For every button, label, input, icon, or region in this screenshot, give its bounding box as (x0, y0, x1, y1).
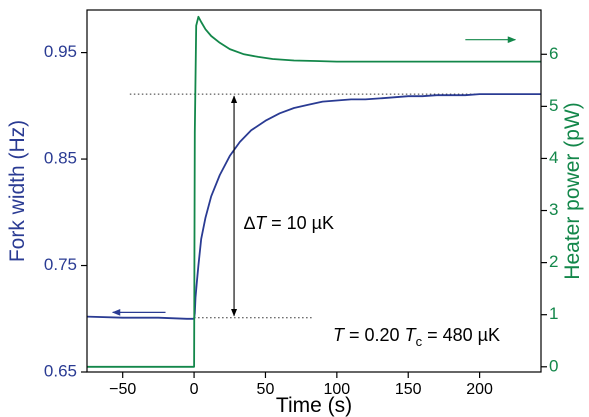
delta-variable: T (255, 213, 268, 233)
plot-frame (86, 9, 542, 373)
fork-width-line (86, 93, 541, 320)
y-right-tick-label: 3 (549, 200, 558, 219)
cond-middle: = 0.20 (344, 325, 405, 345)
y-right-tick-label: 6 (549, 44, 558, 63)
x-tick-label: 150 (395, 381, 422, 398)
delta-symbol: ∆ (244, 213, 255, 233)
delta-value: = 10 µK (266, 213, 334, 233)
cond-critical-var: T (405, 325, 418, 345)
heater-power-line (87, 15, 541, 368)
y-right-tick-label: 5 (549, 96, 558, 115)
cond-variable: T (333, 325, 346, 345)
x-tick-label: 100 (323, 381, 350, 398)
x-axis-title: Time (s) (276, 394, 352, 417)
x-tick-label: −50 (109, 381, 136, 398)
y-axis-left-title: Fork width (Hz) (6, 120, 29, 262)
ticks: −50 0 50 100 150 200 0.65 0.75 0.85 0.95 0 1 2 3 4 5 6 (44, 42, 559, 398)
y-left-tick-label: 0.75 (44, 255, 77, 274)
y-axis-right-title: Heater power (pW) (561, 102, 584, 279)
y-right-tick-label: 2 (549, 252, 558, 271)
series-layer (86, 15, 541, 368)
y-left-tick-label: 0.85 (44, 149, 77, 168)
cond-value: = 480 µK (422, 325, 500, 345)
y-right-tick-label: 4 (549, 148, 558, 167)
y-left-tick-label: 0.95 (44, 42, 77, 61)
arrows (111, 36, 517, 317)
x-tick-label: 200 (466, 381, 493, 398)
x-tick-label: 0 (190, 381, 199, 398)
y-left-tick-label: 0.65 (44, 361, 77, 380)
y-right-tick-label: 1 (549, 304, 558, 323)
reference-lines (129, 93, 541, 319)
y-right-tick-label: 0 (549, 356, 558, 375)
condition-annotation: T = 0.20 Tc = 480 µK (333, 325, 500, 349)
x-tick-label: 50 (257, 381, 275, 398)
delta-annotation: ∆T = 10 µK (244, 213, 334, 233)
cond-subscript: c (416, 334, 423, 349)
